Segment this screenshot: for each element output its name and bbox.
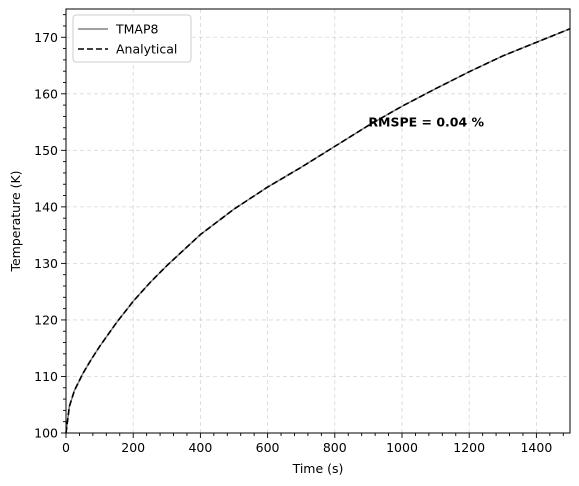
y-tick-label: 120 (34, 312, 58, 327)
y-tick-label: 130 (34, 256, 58, 271)
x-tick-label: 200 (121, 440, 145, 455)
y-tick-label: 170 (34, 30, 58, 45)
x-tick-label: 0 (62, 440, 70, 455)
grid (65, 9, 570, 434)
y-tick-label: 140 (34, 199, 58, 214)
y-tick-label: 160 (34, 86, 58, 101)
x-tick-label: 800 (323, 440, 347, 455)
x-tick-label: 1200 (453, 440, 485, 455)
x-tick-label: 600 (256, 440, 280, 455)
axes-ticks: 0 200 400 600 800 1000 1200 1400 100 110 120 130 140… (34, 14, 564, 455)
series-line-analytical (65, 28, 571, 434)
legend-label-analytical: Analytical (116, 42, 177, 57)
plot-lines (65, 28, 571, 434)
y-axis-label: Temperature (K) (8, 170, 23, 272)
x-tick-label: 1000 (386, 440, 418, 455)
rmspe-annotation: RMSPE = 0.04 % (368, 115, 484, 130)
series-line-tmap8 (65, 28, 571, 434)
x-axis-label: Time (s) (292, 461, 344, 476)
legend-box (72, 14, 192, 63)
y-tick-label: 150 (34, 143, 58, 158)
y-tick-label: 100 (34, 426, 58, 441)
plot-frame (65, 8, 571, 434)
legend-label-tmap8: TMAP8 (115, 22, 159, 37)
x-tick-label: 400 (188, 440, 212, 455)
legend: TMAP8 Analytical (72, 14, 192, 63)
x-tick-label: 1400 (520, 440, 552, 455)
y-tick-label: 110 (34, 369, 58, 384)
